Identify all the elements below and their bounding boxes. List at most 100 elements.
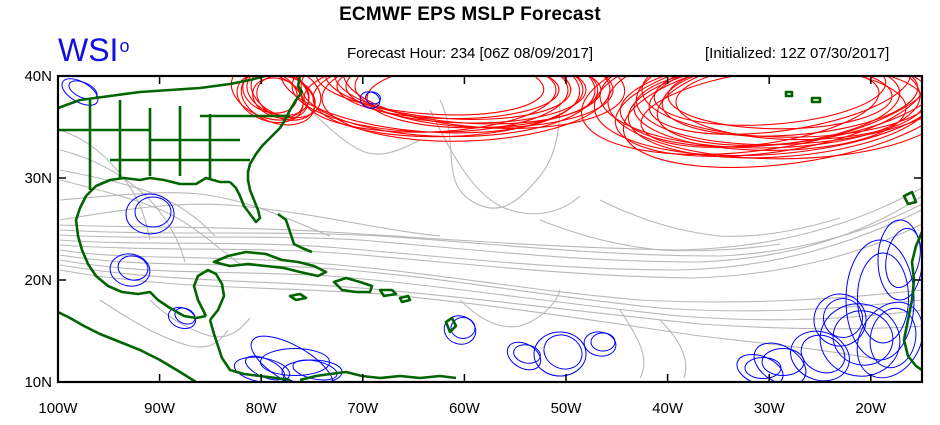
central-america (208, 319, 291, 382)
high-contour (627, 76, 922, 159)
track-line (59, 223, 922, 279)
high-contour (342, 76, 626, 129)
low-contour (813, 293, 867, 347)
track-line (459, 289, 561, 328)
map-title: ECMWF EPS MSLP Forecast (339, 4, 601, 25)
south-america (299, 370, 457, 382)
high-contour (656, 76, 922, 146)
us-coastline (58, 76, 266, 110)
low-contour (823, 298, 863, 338)
jamaica (288, 292, 308, 302)
high-contour (633, 76, 907, 151)
wsi-logo-mark: o (119, 36, 130, 56)
lon-label: 60W (449, 400, 481, 417)
longitude-axis: 100W 90W 80W 70W 60W 50W 40W 30W 20W (38, 76, 887, 417)
lon-label: 100W (38, 400, 78, 417)
lat-label: 20N (24, 272, 52, 289)
wsi-logo: WSIo (58, 32, 129, 68)
bahamas (277, 212, 313, 254)
low-contour (365, 91, 381, 105)
lat-label: 40N (24, 68, 52, 85)
initialized-label: [Initialized: 12Z 07/30/2017] (705, 45, 890, 62)
low-contour (109, 253, 151, 287)
low-contour (513, 344, 541, 364)
low-contour (753, 342, 807, 382)
high-contour (324, 76, 572, 120)
track-line (59, 187, 922, 251)
track-line (59, 259, 922, 321)
low-contour (869, 307, 917, 369)
track-line (59, 264, 922, 330)
low-contour (359, 91, 381, 109)
high-contour (593, 76, 922, 157)
low-contour (845, 239, 915, 361)
puerto-rico (378, 288, 398, 298)
low-contour (543, 334, 583, 370)
lat-label: 30N (24, 170, 52, 187)
low-contour (134, 196, 172, 228)
track-line (149, 299, 251, 338)
hispaniola (332, 276, 374, 294)
high-contour (675, 76, 922, 141)
track-line (619, 309, 645, 379)
track-line (659, 319, 687, 379)
low-contour (450, 317, 476, 339)
low-contour (583, 331, 617, 357)
island (810, 96, 822, 104)
high-contour (661, 76, 919, 137)
high-contour (321, 76, 611, 142)
high-contour (641, 76, 922, 138)
lon-label: 70W (347, 400, 379, 417)
island (398, 294, 412, 304)
lon-label: 80W (246, 400, 278, 417)
track-line (59, 203, 922, 257)
ensemble-tracks (59, 99, 922, 379)
track-line (59, 249, 922, 303)
lon-label: 90W (144, 400, 176, 417)
low-contour (832, 310, 894, 366)
track-line (299, 99, 421, 155)
track-line (59, 129, 151, 241)
low-contour (877, 219, 922, 301)
high-contour (622, 76, 922, 169)
high-contour (667, 76, 893, 130)
high-contour (653, 76, 887, 126)
lon-label: 40W (652, 400, 684, 417)
plot-frame (56, 74, 924, 384)
track-line (59, 203, 441, 237)
high-contour (619, 76, 901, 148)
lon-label: 20W (855, 400, 887, 417)
low-contour (125, 193, 175, 235)
low-contour (68, 80, 98, 100)
low-contour (533, 331, 587, 377)
lat-label: 10N (24, 374, 52, 391)
island (784, 90, 794, 98)
low-contour (292, 359, 338, 381)
high-contour (303, 76, 557, 133)
high-contour (366, 76, 602, 129)
high-contour (345, 76, 587, 124)
low-contour (443, 315, 477, 345)
low-contour (506, 341, 542, 371)
low-contour (281, 359, 343, 382)
us-east-coast (229, 76, 304, 224)
high-contour (614, 76, 922, 157)
track-line (59, 254, 922, 312)
track-line (539, 219, 781, 252)
island (444, 316, 458, 334)
low-contour (117, 255, 149, 281)
mexico-pacific (58, 310, 197, 382)
track-line (59, 209, 922, 271)
track-line (599, 199, 841, 237)
low-contour (744, 357, 782, 379)
high-contour (607, 76, 922, 160)
forecast-hour-label: Forecast Hour: 234 [06Z 08/09/2017] (347, 45, 593, 62)
track-line (59, 269, 881, 361)
track-line (59, 195, 922, 263)
gulf-coast (74, 176, 230, 320)
track-line (99, 299, 229, 348)
low-contour (761, 348, 805, 376)
latitude-axis: 40N 30N 20N 10N (24, 68, 922, 391)
